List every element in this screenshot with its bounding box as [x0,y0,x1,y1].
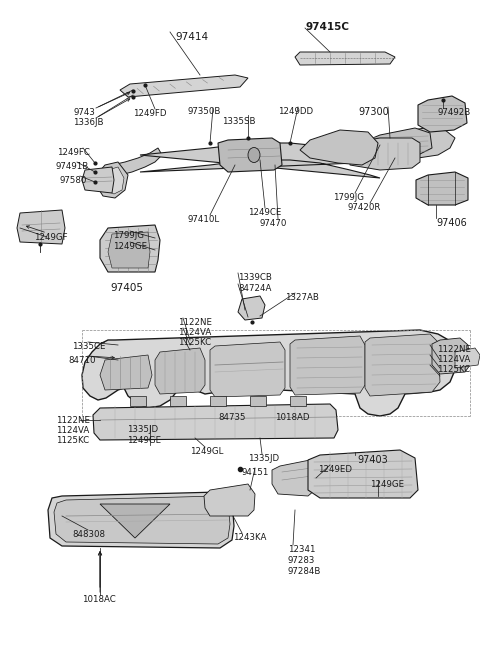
Text: 12341: 12341 [288,545,315,554]
Text: 97414: 97414 [175,32,208,42]
Text: 1249CE: 1249CE [248,208,281,217]
Text: 84724A: 84724A [238,284,271,293]
Polygon shape [93,404,338,440]
Polygon shape [290,336,365,395]
Text: 97410L: 97410L [188,215,220,224]
Text: 97420R: 97420R [348,203,382,212]
Text: 84735: 84735 [218,413,245,422]
Polygon shape [455,348,480,368]
Text: 97406: 97406 [436,218,467,228]
Text: 1122NE: 1122NE [178,318,212,327]
Polygon shape [130,396,146,406]
Text: 1327AB: 1327AB [285,293,319,302]
Text: 1249GF: 1249GF [34,233,68,242]
Text: 1799JG: 1799JG [333,193,364,202]
Polygon shape [120,75,248,97]
Text: 1122NE: 1122NE [56,416,90,425]
Polygon shape [416,172,468,205]
Text: 1249GL: 1249GL [190,447,223,456]
Text: 94151: 94151 [242,468,269,477]
Polygon shape [82,167,114,193]
Text: 97580: 97580 [60,176,87,185]
Text: 1124VA: 1124VA [56,426,89,435]
Text: 1249GE: 1249GE [370,480,404,489]
Polygon shape [100,225,160,272]
Polygon shape [368,128,432,158]
Polygon shape [418,96,467,132]
Polygon shape [238,296,265,320]
Text: 1249ED: 1249ED [318,465,352,474]
Ellipse shape [248,148,260,162]
Polygon shape [108,232,150,268]
Polygon shape [365,334,440,396]
Text: 1335CE: 1335CE [72,342,106,351]
Polygon shape [210,396,226,406]
Text: 97350B: 97350B [188,107,221,116]
Polygon shape [155,348,205,394]
Polygon shape [272,460,318,496]
Polygon shape [350,138,420,170]
Text: 1018AC: 1018AC [82,595,116,604]
Text: 1335JD: 1335JD [127,425,158,434]
Polygon shape [308,450,418,498]
Text: 9743: 9743 [73,108,95,117]
Text: 1125KC: 1125KC [56,436,89,445]
Text: 1018AD: 1018AD [275,413,310,422]
Text: 97470: 97470 [260,219,288,228]
Polygon shape [101,167,124,194]
Polygon shape [300,130,378,165]
Polygon shape [295,52,395,65]
Polygon shape [48,492,234,548]
Text: 84710: 84710 [68,356,96,365]
Text: 1249FC: 1249FC [57,148,90,157]
Text: 97405: 97405 [110,283,143,293]
Text: 1122NE: 1122NE [437,345,471,354]
Text: 1336JB: 1336JB [73,118,104,127]
Polygon shape [250,396,266,406]
Polygon shape [140,143,380,178]
Text: 1335SB: 1335SB [222,117,255,126]
Polygon shape [54,496,230,544]
Polygon shape [370,128,455,162]
Text: 97492B: 97492B [438,108,471,117]
Text: 97403: 97403 [357,455,388,465]
Text: 1124VA: 1124VA [178,328,211,337]
Text: 97283: 97283 [288,556,315,565]
Polygon shape [290,396,306,406]
Text: 848308: 848308 [72,530,105,539]
Polygon shape [100,504,170,538]
Text: 97415C: 97415C [305,22,349,32]
Text: 1335JD: 1335JD [248,454,279,463]
Polygon shape [100,355,152,390]
Text: 1249GE: 1249GE [113,242,147,251]
Polygon shape [204,484,255,516]
Text: 97491B: 97491B [55,162,88,171]
Text: 1249FD: 1249FD [133,109,167,118]
Text: 1125KC: 1125KC [437,365,470,374]
Polygon shape [432,338,470,374]
Text: 1249DD: 1249DD [278,107,313,116]
Polygon shape [170,396,186,406]
Polygon shape [82,330,455,416]
Polygon shape [218,138,282,172]
Text: 1243KA: 1243KA [233,533,266,542]
Text: 1339CB: 1339CB [238,273,272,282]
Polygon shape [210,342,285,397]
Polygon shape [96,162,128,198]
Polygon shape [17,210,65,244]
Text: 1124VA: 1124VA [437,355,470,364]
Polygon shape [112,148,162,175]
Text: 97300: 97300 [358,107,389,117]
Text: 1799JG: 1799JG [113,231,144,240]
Text: 1249GE: 1249GE [127,436,161,445]
Text: 97284B: 97284B [288,567,322,576]
Text: 1125KC: 1125KC [178,338,211,347]
